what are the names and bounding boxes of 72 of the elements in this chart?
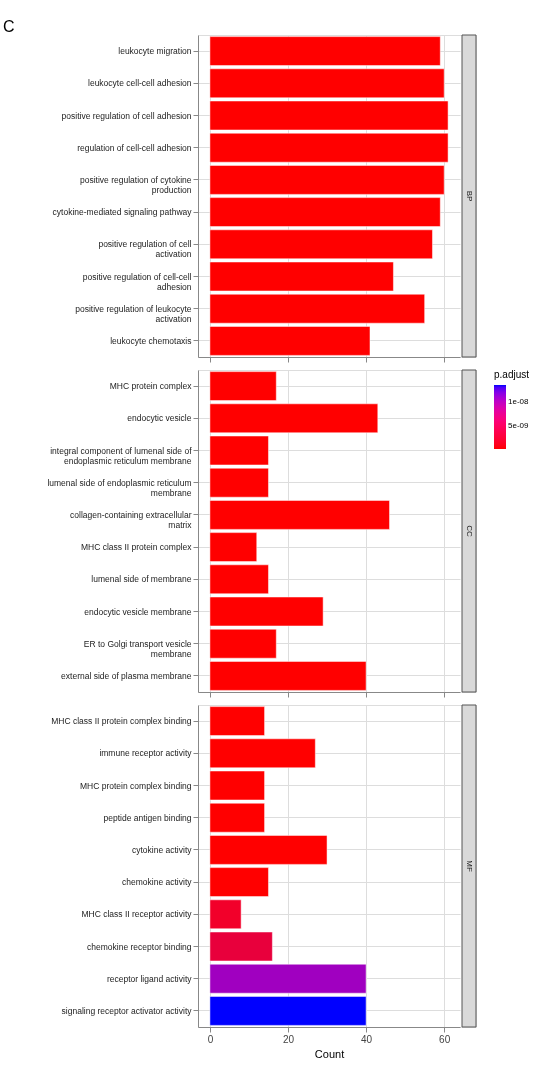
x-tick-label: 40 [361,1033,373,1045]
y-tick-label: endocytic vesicle [127,413,192,424]
y-tick-label: leukocyte cell-cell adhesion [88,78,192,89]
bar [209,132,449,163]
text: CC [465,525,474,537]
bar [209,165,445,195]
text: MF [465,860,474,872]
y-tick-label: positive regulation of cell activation [98,239,192,260]
bar [209,293,425,324]
y-tick-label: chemokine activity [122,877,193,888]
bar [209,68,445,99]
bar [209,229,433,260]
y-tick-label: MHC class II receptor activity [81,909,193,920]
y-tick-label: external side of plasma membrane [61,670,192,681]
y-tick-label: signaling receptor activator activity [61,1005,193,1016]
bar [209,371,277,401]
y-tick-label: integral component of lumenal side of endoplasmic reticulum membrane [50,445,193,466]
bar [209,500,390,530]
x-tick-label: 60 [439,1033,451,1045]
y-tick-label: cytokine-mediated signaling pathway [52,207,193,218]
y-tick-label: lumenal side of membrane [91,574,192,585]
y-tick-label: MHC class II protein complex binding [51,716,192,727]
x-tick-label: 20 [282,1033,295,1045]
y-tick-label: positive regulation of cell-cell adhesion [82,271,192,292]
x-axis-title: Count [314,1047,345,1060]
bar [209,596,324,627]
y-tick-label: peptide antigen binding [103,812,192,823]
y-tick-label: collagen-containing extracellular matrix [70,509,193,530]
color-bar-label: 1e-08 [508,396,530,406]
bar [209,706,265,736]
bar [209,403,379,434]
y-tick-label: MHC protein complex binding [80,780,192,791]
y-tick-label: MHC protein complex [109,381,193,392]
y-tick-label: chemokine receptor binding [87,941,192,952]
bar [209,435,269,466]
bar [209,738,316,769]
y-tick-label: lumenal side of endoplasmic reticulum membrane [47,477,192,498]
text: C [3,18,15,35]
bar [209,931,273,962]
y-tick-label: leukocyte chemotaxis [110,335,192,346]
y-tick-label: positive regulation of cell adhesion [61,110,192,121]
y-tick-label: leukocyte migration [118,46,192,57]
y-tick-label: endocytic vesicle membrane [84,606,192,617]
y-tick-label: MHC class II protein complex [80,542,193,553]
bar [209,661,367,691]
bar [209,802,265,833]
y-tick-label: positive regulation of leukocyte activation [75,303,192,324]
bar [209,996,367,1026]
color-bar-title: p.adjust [494,369,530,380]
bar [209,532,258,562]
bar [209,628,277,659]
bar [209,36,441,66]
bar [209,963,367,994]
bar [209,899,242,930]
bar [209,326,371,356]
bar [209,467,269,498]
y-tick-label: positive regulation of cytokine production [79,174,192,195]
bar [209,770,265,801]
y-tick-label: receptor ligand activity [106,973,193,984]
color-bar-label: 5e-09 [508,420,530,430]
bar [209,867,269,897]
bar [209,197,441,227]
y-tick-label: cytokine activity [131,844,193,855]
bar [209,835,328,865]
bar [209,261,394,292]
bar [209,100,449,131]
bar [209,564,269,595]
y-tick-label: regulation of cell-cell adhesion [77,142,192,153]
x-tick-label: 0 [207,1033,214,1045]
y-tick-label: immune receptor activity [99,748,193,759]
y-tick-label: ER to Golgi transport vesicle membrane [83,638,192,659]
text: BP [465,190,474,202]
